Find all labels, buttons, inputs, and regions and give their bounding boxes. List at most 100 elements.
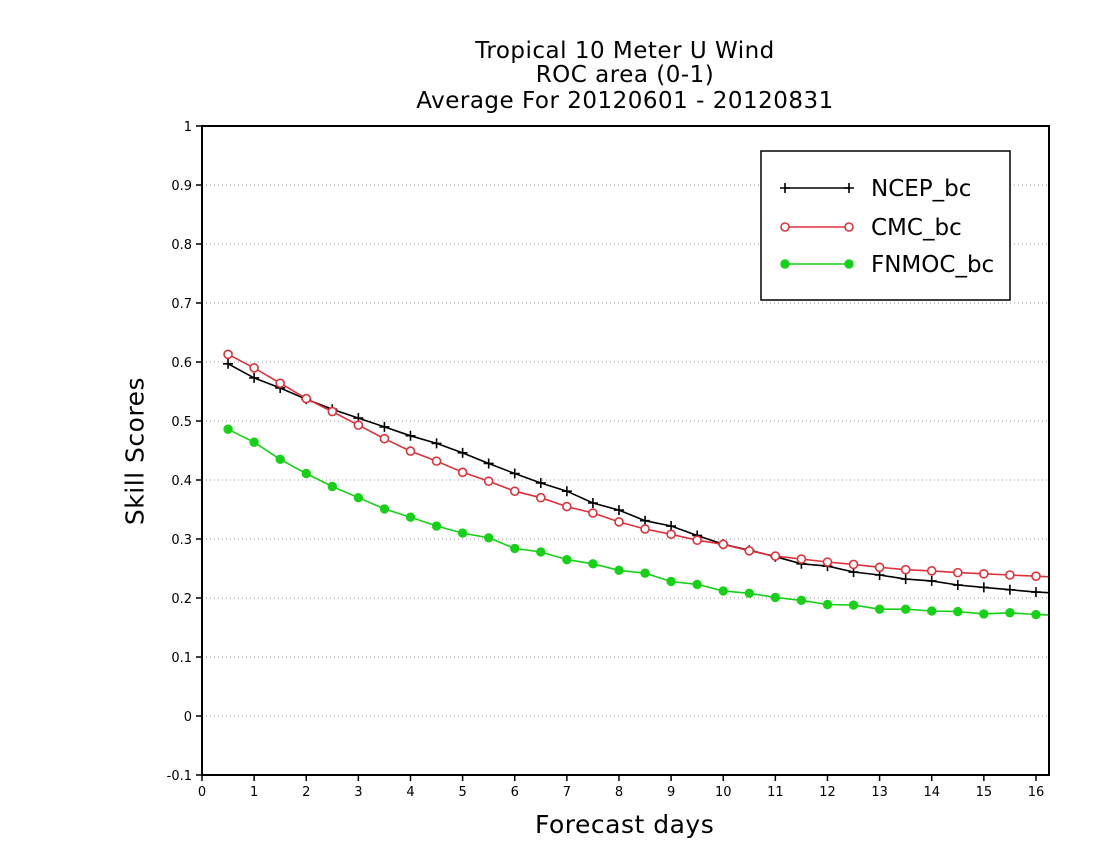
data-point-cmc-bc xyxy=(405,446,416,456)
data-point-ncep-bc xyxy=(926,575,937,586)
x-tick-label: 1 xyxy=(250,785,258,800)
data-point-ncep-bc xyxy=(1004,584,1015,595)
data-point-cmc-bc xyxy=(848,559,859,570)
y-tick-label: 1 xyxy=(184,120,192,135)
data-point-ncep-bc xyxy=(587,498,598,509)
data-point-fnmoc-bc xyxy=(588,559,598,569)
legend-item-ncep-bc: NCEP_bc xyxy=(780,176,971,202)
data-point-ncep-bc xyxy=(640,515,651,526)
data-point-cmc-bc xyxy=(926,566,937,576)
data-point-cmc-bc xyxy=(692,535,702,545)
data-point-fnmoc-bc xyxy=(692,579,702,590)
data-point-ncep-bc xyxy=(431,438,442,449)
series-cmc-bc xyxy=(223,349,1050,581)
y-tick-label: 0.5 xyxy=(171,415,192,430)
y-tick-label: 0.1 xyxy=(171,651,192,666)
data-point-cmc-bc xyxy=(744,545,755,556)
y-tick-label: 0.2 xyxy=(171,592,192,607)
y-tick-label: 0 xyxy=(184,710,192,725)
x-tick-label: 4 xyxy=(406,785,414,800)
data-point-ncep-bc xyxy=(978,582,989,593)
data-point-fnmoc-bc xyxy=(483,533,494,543)
data-point-ncep-bc xyxy=(457,447,468,458)
data-point-fnmoc-bc xyxy=(562,554,572,565)
data-point-fnmoc-bc xyxy=(536,547,546,557)
x-axis-title: Forecast days xyxy=(535,810,715,839)
series-ncep-bc xyxy=(223,358,1050,598)
data-point-fnmoc-bc xyxy=(874,604,885,614)
data-point-cmc-bc xyxy=(457,467,468,478)
x-tick-label: 13 xyxy=(871,785,888,800)
data-point-cmc-bc xyxy=(327,406,338,417)
data-point-cmc-bc xyxy=(588,508,598,518)
data-point-cmc-bc xyxy=(562,501,572,512)
data-point-fnmoc-bc xyxy=(796,595,807,606)
y-axis-title: Skill Scores xyxy=(120,376,150,526)
x-tick-label: 16 xyxy=(1028,785,1045,800)
legend-label: NCEP_bc xyxy=(871,176,971,202)
x-tick-label: 14 xyxy=(923,785,940,800)
data-point-cmc-bc xyxy=(614,517,624,527)
y-tick-label: 0.9 xyxy=(171,179,192,194)
data-point-fnmoc-bc xyxy=(457,528,468,538)
data-point-cmc-bc xyxy=(509,486,520,497)
legend-item-fnmoc-bc: FNMOC_bc xyxy=(780,252,994,278)
x-tick-label: 6 xyxy=(511,785,519,800)
data-point-ncep-bc xyxy=(379,421,390,432)
data-point-cmc-bc xyxy=(979,569,989,579)
x-tick-label: 10 xyxy=(715,785,732,800)
x-tick-label: 7 xyxy=(563,785,571,800)
legend: NCEP_bc CMC_bc FNMOC_bc xyxy=(760,150,1011,301)
x-tick-label: 12 xyxy=(819,785,836,800)
chart-title-line-2: ROC area (0-1) xyxy=(535,62,715,88)
chart-title-line-1: Tropical 10 Meter U Wind xyxy=(475,38,775,64)
x-tick-label: 9 xyxy=(667,785,675,800)
plot-frame xyxy=(201,125,1050,776)
data-point-fnmoc-bc xyxy=(979,609,989,619)
data-point-fnmoc-bc xyxy=(275,454,285,465)
data-point-fnmoc-bc xyxy=(379,504,390,514)
data-point-cmc-bc xyxy=(249,363,259,373)
data-point-cmc-bc xyxy=(1031,571,1041,581)
data-point-fnmoc-bc xyxy=(953,606,963,617)
data-point-cmc-bc xyxy=(223,349,233,360)
data-point-cmc-bc xyxy=(1005,570,1015,580)
data-point-ncep-bc xyxy=(509,468,520,479)
data-point-cmc-bc xyxy=(640,524,650,534)
data-point-ncep-bc xyxy=(952,580,963,591)
x-tick-label: 11 xyxy=(767,785,784,800)
data-point-ncep-bc xyxy=(535,477,546,488)
data-point-fnmoc-bc xyxy=(301,468,311,479)
data-point-cmc-bc xyxy=(353,420,364,430)
data-point-fnmoc-bc xyxy=(666,576,676,587)
y-tick-label: 0.7 xyxy=(171,297,192,312)
x-tick-label: 15 xyxy=(976,785,993,800)
series-lines xyxy=(223,349,1050,620)
data-point-cmc-bc xyxy=(301,393,312,404)
series-line-cmc-bc xyxy=(227,353,1050,578)
data-point-cmc-bc xyxy=(900,564,911,575)
data-point-fnmoc-bc xyxy=(900,604,911,614)
data-point-ncep-bc xyxy=(900,574,911,585)
data-point-fnmoc-bc xyxy=(822,599,833,610)
chart-title-line-3: Average For 20120601 - 20120831 xyxy=(416,88,834,114)
data-point-cmc-bc xyxy=(379,433,390,444)
legend-marker xyxy=(844,222,854,232)
data-point-cmc-bc xyxy=(796,554,807,564)
data-point-cmc-bc xyxy=(874,562,885,573)
y-tick-label: 0.4 xyxy=(171,474,192,489)
x-tick-label: 8 xyxy=(615,785,623,800)
series-line-fnmoc-bc xyxy=(227,428,1050,616)
data-point-ncep-bc xyxy=(1030,587,1041,598)
y-tick-label: 0.6 xyxy=(171,356,192,371)
y-tick-label: 0.8 xyxy=(171,238,192,253)
data-point-ncep-bc xyxy=(223,358,234,369)
data-point-fnmoc-bc xyxy=(431,521,442,531)
data-point-fnmoc-bc xyxy=(1031,609,1041,620)
data-point-fnmoc-bc xyxy=(614,565,624,575)
data-point-fnmoc-bc xyxy=(927,606,937,616)
data-point-fnmoc-bc xyxy=(223,424,233,434)
legend-label: CMC_bc xyxy=(871,215,962,241)
data-point-fnmoc-bc xyxy=(718,586,728,596)
data-point-cmc-bc xyxy=(666,529,676,540)
